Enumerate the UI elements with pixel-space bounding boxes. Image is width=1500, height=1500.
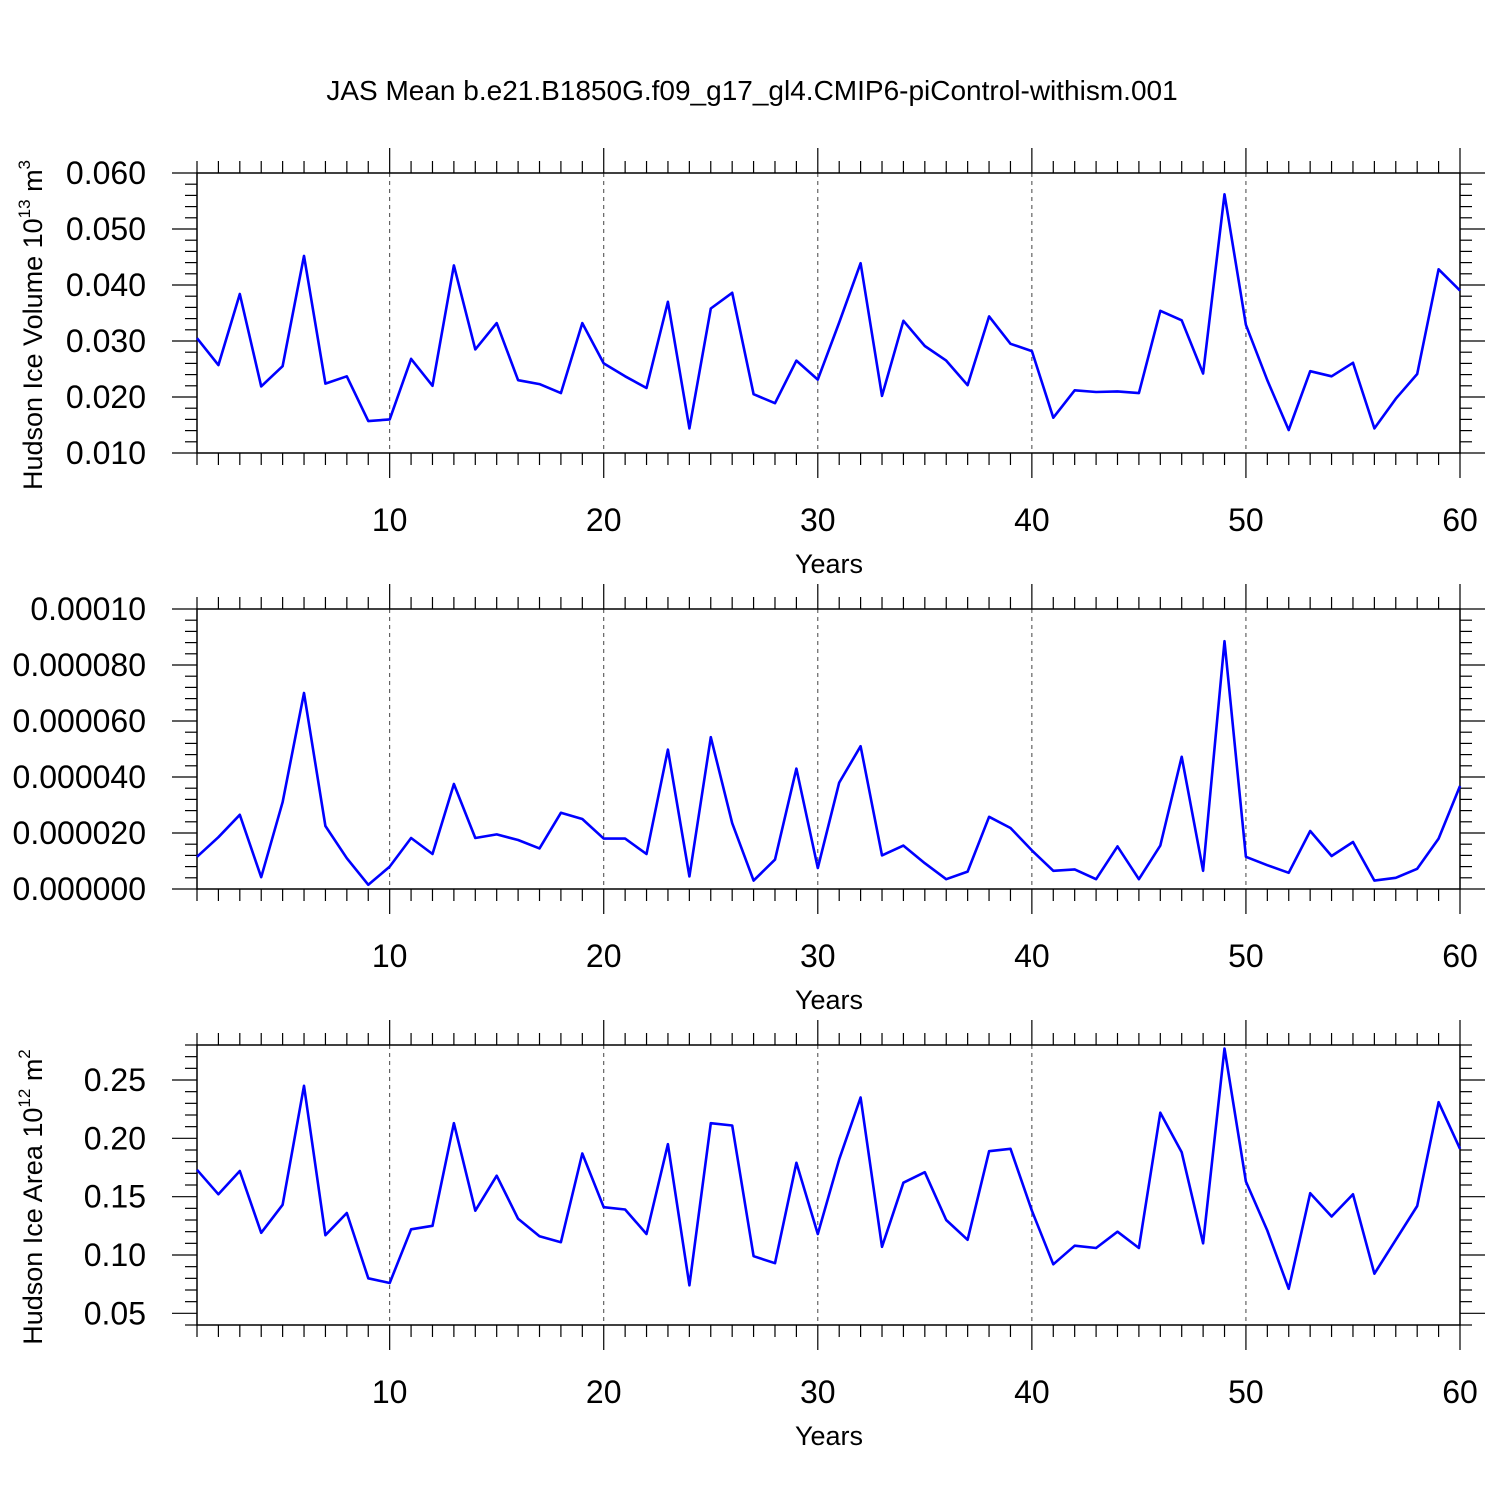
y-tick-label: 0.05 xyxy=(84,1295,146,1331)
panels: 0.010 0.020 0.030 0.040 0.050 0.060 10 20 30 40 50… xyxy=(13,148,1485,1451)
chart-panel-3: 0.05 0.10 0.15 0.20 0.25 10 20 30 40 50 60 Years Hud… xyxy=(15,1020,1485,1451)
y-tick-label: 0.000020 xyxy=(13,815,146,851)
x-tick-label: 50 xyxy=(1228,1374,1264,1410)
y-axis-title: Hudson Ice Volume 1013 m3 xyxy=(15,160,48,490)
y-tick-label: 0.20 xyxy=(84,1120,146,1156)
x-tick-label: 60 xyxy=(1442,502,1478,538)
series-line xyxy=(195,193,1461,432)
x-tick-label: 10 xyxy=(372,1374,408,1410)
y-tick-label: 0.040 xyxy=(66,267,146,303)
plot-frame xyxy=(196,608,1461,890)
chart-panel-2: 0.000000 0.000020 0.000040 0.000060 0.000080… xyxy=(13,584,1485,1015)
x-axis-title: Years xyxy=(795,1421,863,1451)
x-tick-label: 30 xyxy=(800,1374,836,1410)
series-line xyxy=(196,1047,1462,1291)
x-tick-label: 20 xyxy=(586,502,622,538)
y-tick-label: 0.00010 xyxy=(30,591,146,627)
x-tick-label: 20 xyxy=(586,1374,622,1410)
x-tick-label: 40 xyxy=(1014,938,1050,974)
y-tick-label: 0.060 xyxy=(66,155,146,191)
x-tick-label: 60 xyxy=(1442,938,1478,974)
x-tick-label: 50 xyxy=(1228,502,1264,538)
x-tick-label: 50 xyxy=(1228,938,1264,974)
y-axis-title: Hudson Ice Area 1012 m2 xyxy=(15,1049,48,1345)
chart-panel-1: 0.010 0.020 0.030 0.040 0.050 0.060 10 20 30 40 50… xyxy=(15,148,1485,579)
x-tick-label: 20 xyxy=(586,938,622,974)
y-tick-label: 0.000060 xyxy=(13,703,146,739)
y-tick-label: 0.030 xyxy=(66,323,146,359)
figure-title: JAS Mean b.e21.B1850G.f09_g17_gl4.CMIP6-… xyxy=(326,75,1177,106)
y-tick-label: 0.15 xyxy=(84,1179,146,1215)
y-tick-label: 0.10 xyxy=(84,1237,146,1273)
x-tick-label: 60 xyxy=(1442,1374,1478,1410)
x-tick-label: 10 xyxy=(372,502,408,538)
x-tick-label: 40 xyxy=(1014,1374,1050,1410)
y-tick-label: 0.010 xyxy=(66,435,146,471)
x-tick-label: 30 xyxy=(800,502,836,538)
y-tick-label: 0.000000 xyxy=(13,871,146,907)
y-tick-label: 0.25 xyxy=(84,1062,146,1098)
x-axis-title: Years xyxy=(795,985,863,1015)
y-tick-label: 0.020 xyxy=(66,379,146,415)
y-tick-label: 0.050 xyxy=(66,211,146,247)
x-tick-label: 30 xyxy=(800,938,836,974)
x-tick-label: 40 xyxy=(1014,502,1050,538)
x-axis-title: Years xyxy=(795,549,863,579)
y-tick-label: 0.000040 xyxy=(13,759,146,795)
plot-frame xyxy=(196,172,1461,454)
series-line xyxy=(196,639,1462,887)
y-tick-label: 0.000080 xyxy=(13,647,146,683)
x-tick-label: 10 xyxy=(372,938,408,974)
